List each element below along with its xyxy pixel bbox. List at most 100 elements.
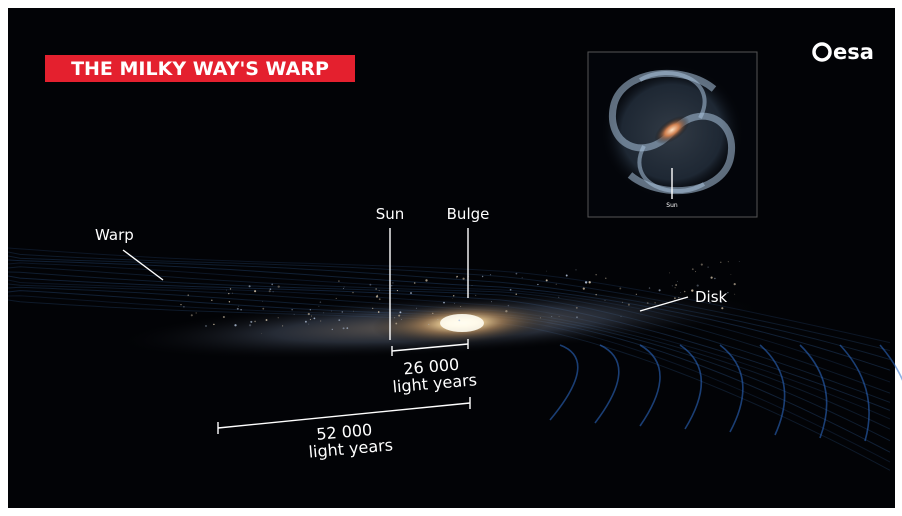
star — [183, 306, 185, 308]
star — [510, 289, 512, 291]
star — [310, 309, 311, 310]
star — [376, 295, 378, 297]
star — [475, 295, 476, 296]
star — [596, 274, 597, 275]
star — [432, 313, 433, 314]
star — [314, 318, 316, 320]
star — [338, 280, 339, 281]
star — [269, 290, 271, 292]
star — [491, 301, 492, 302]
warp-label: Warp — [95, 226, 134, 244]
star — [353, 311, 354, 312]
star — [575, 269, 576, 270]
star — [397, 290, 398, 291]
star — [621, 316, 622, 317]
star — [680, 292, 681, 293]
star — [232, 293, 233, 294]
star — [191, 314, 193, 316]
star — [659, 289, 661, 291]
star — [376, 288, 377, 289]
star — [720, 262, 721, 263]
star — [180, 304, 181, 305]
star — [319, 306, 320, 307]
star — [223, 316, 225, 318]
disk-label: Disk — [695, 288, 728, 306]
star — [595, 294, 597, 296]
star — [472, 285, 473, 286]
star — [254, 321, 256, 323]
star — [379, 298, 381, 300]
star — [458, 319, 460, 321]
star — [711, 277, 713, 279]
star — [654, 302, 656, 304]
star — [546, 271, 547, 272]
star — [516, 294, 517, 295]
star — [576, 307, 578, 309]
star — [270, 288, 272, 290]
star — [559, 316, 560, 317]
star — [684, 291, 686, 293]
star — [391, 285, 392, 286]
star — [342, 311, 344, 313]
star — [460, 306, 461, 307]
star — [278, 285, 280, 287]
star — [369, 284, 371, 286]
star — [438, 319, 439, 320]
star — [739, 261, 740, 262]
star — [546, 279, 548, 281]
star — [282, 325, 283, 326]
star — [249, 285, 251, 287]
star — [454, 303, 455, 304]
star — [647, 302, 649, 304]
star — [692, 268, 694, 270]
star — [352, 292, 354, 294]
logo: esa — [833, 40, 874, 64]
star — [674, 297, 676, 299]
star — [707, 266, 708, 267]
star — [727, 292, 728, 293]
star — [734, 283, 736, 285]
star — [228, 293, 229, 294]
star — [628, 304, 630, 306]
star — [695, 271, 696, 272]
page: THE MILKY WAY'S WARP esa Sun Warp Sun Bu… — [0, 0, 902, 516]
star — [691, 289, 693, 291]
star — [238, 306, 239, 307]
star — [675, 287, 676, 288]
star — [678, 297, 679, 298]
star — [583, 288, 585, 290]
star — [410, 292, 412, 294]
star — [456, 277, 457, 278]
galaxy-core — [440, 314, 484, 332]
star — [273, 291, 274, 292]
star — [456, 276, 458, 278]
star — [734, 294, 735, 295]
star — [344, 287, 345, 288]
star — [540, 318, 541, 319]
star — [331, 311, 332, 312]
star — [234, 324, 236, 326]
star — [294, 314, 295, 315]
star — [229, 301, 230, 302]
star — [701, 264, 703, 266]
star — [292, 309, 293, 310]
title: THE MILKY WAY'S WARP — [71, 58, 329, 80]
inset-label: Sun — [666, 202, 678, 209]
star — [428, 324, 429, 325]
star — [714, 278, 715, 279]
star — [551, 316, 552, 317]
star — [372, 308, 373, 309]
star — [395, 323, 397, 325]
star — [343, 327, 345, 329]
star — [211, 299, 213, 301]
star — [605, 278, 606, 279]
star — [213, 324, 214, 325]
bulge-label: Bulge — [447, 205, 490, 223]
star — [505, 310, 507, 312]
star — [721, 307, 723, 309]
star — [320, 320, 321, 321]
star — [308, 313, 310, 315]
star — [508, 305, 509, 306]
star — [394, 317, 395, 318]
star — [332, 329, 333, 330]
